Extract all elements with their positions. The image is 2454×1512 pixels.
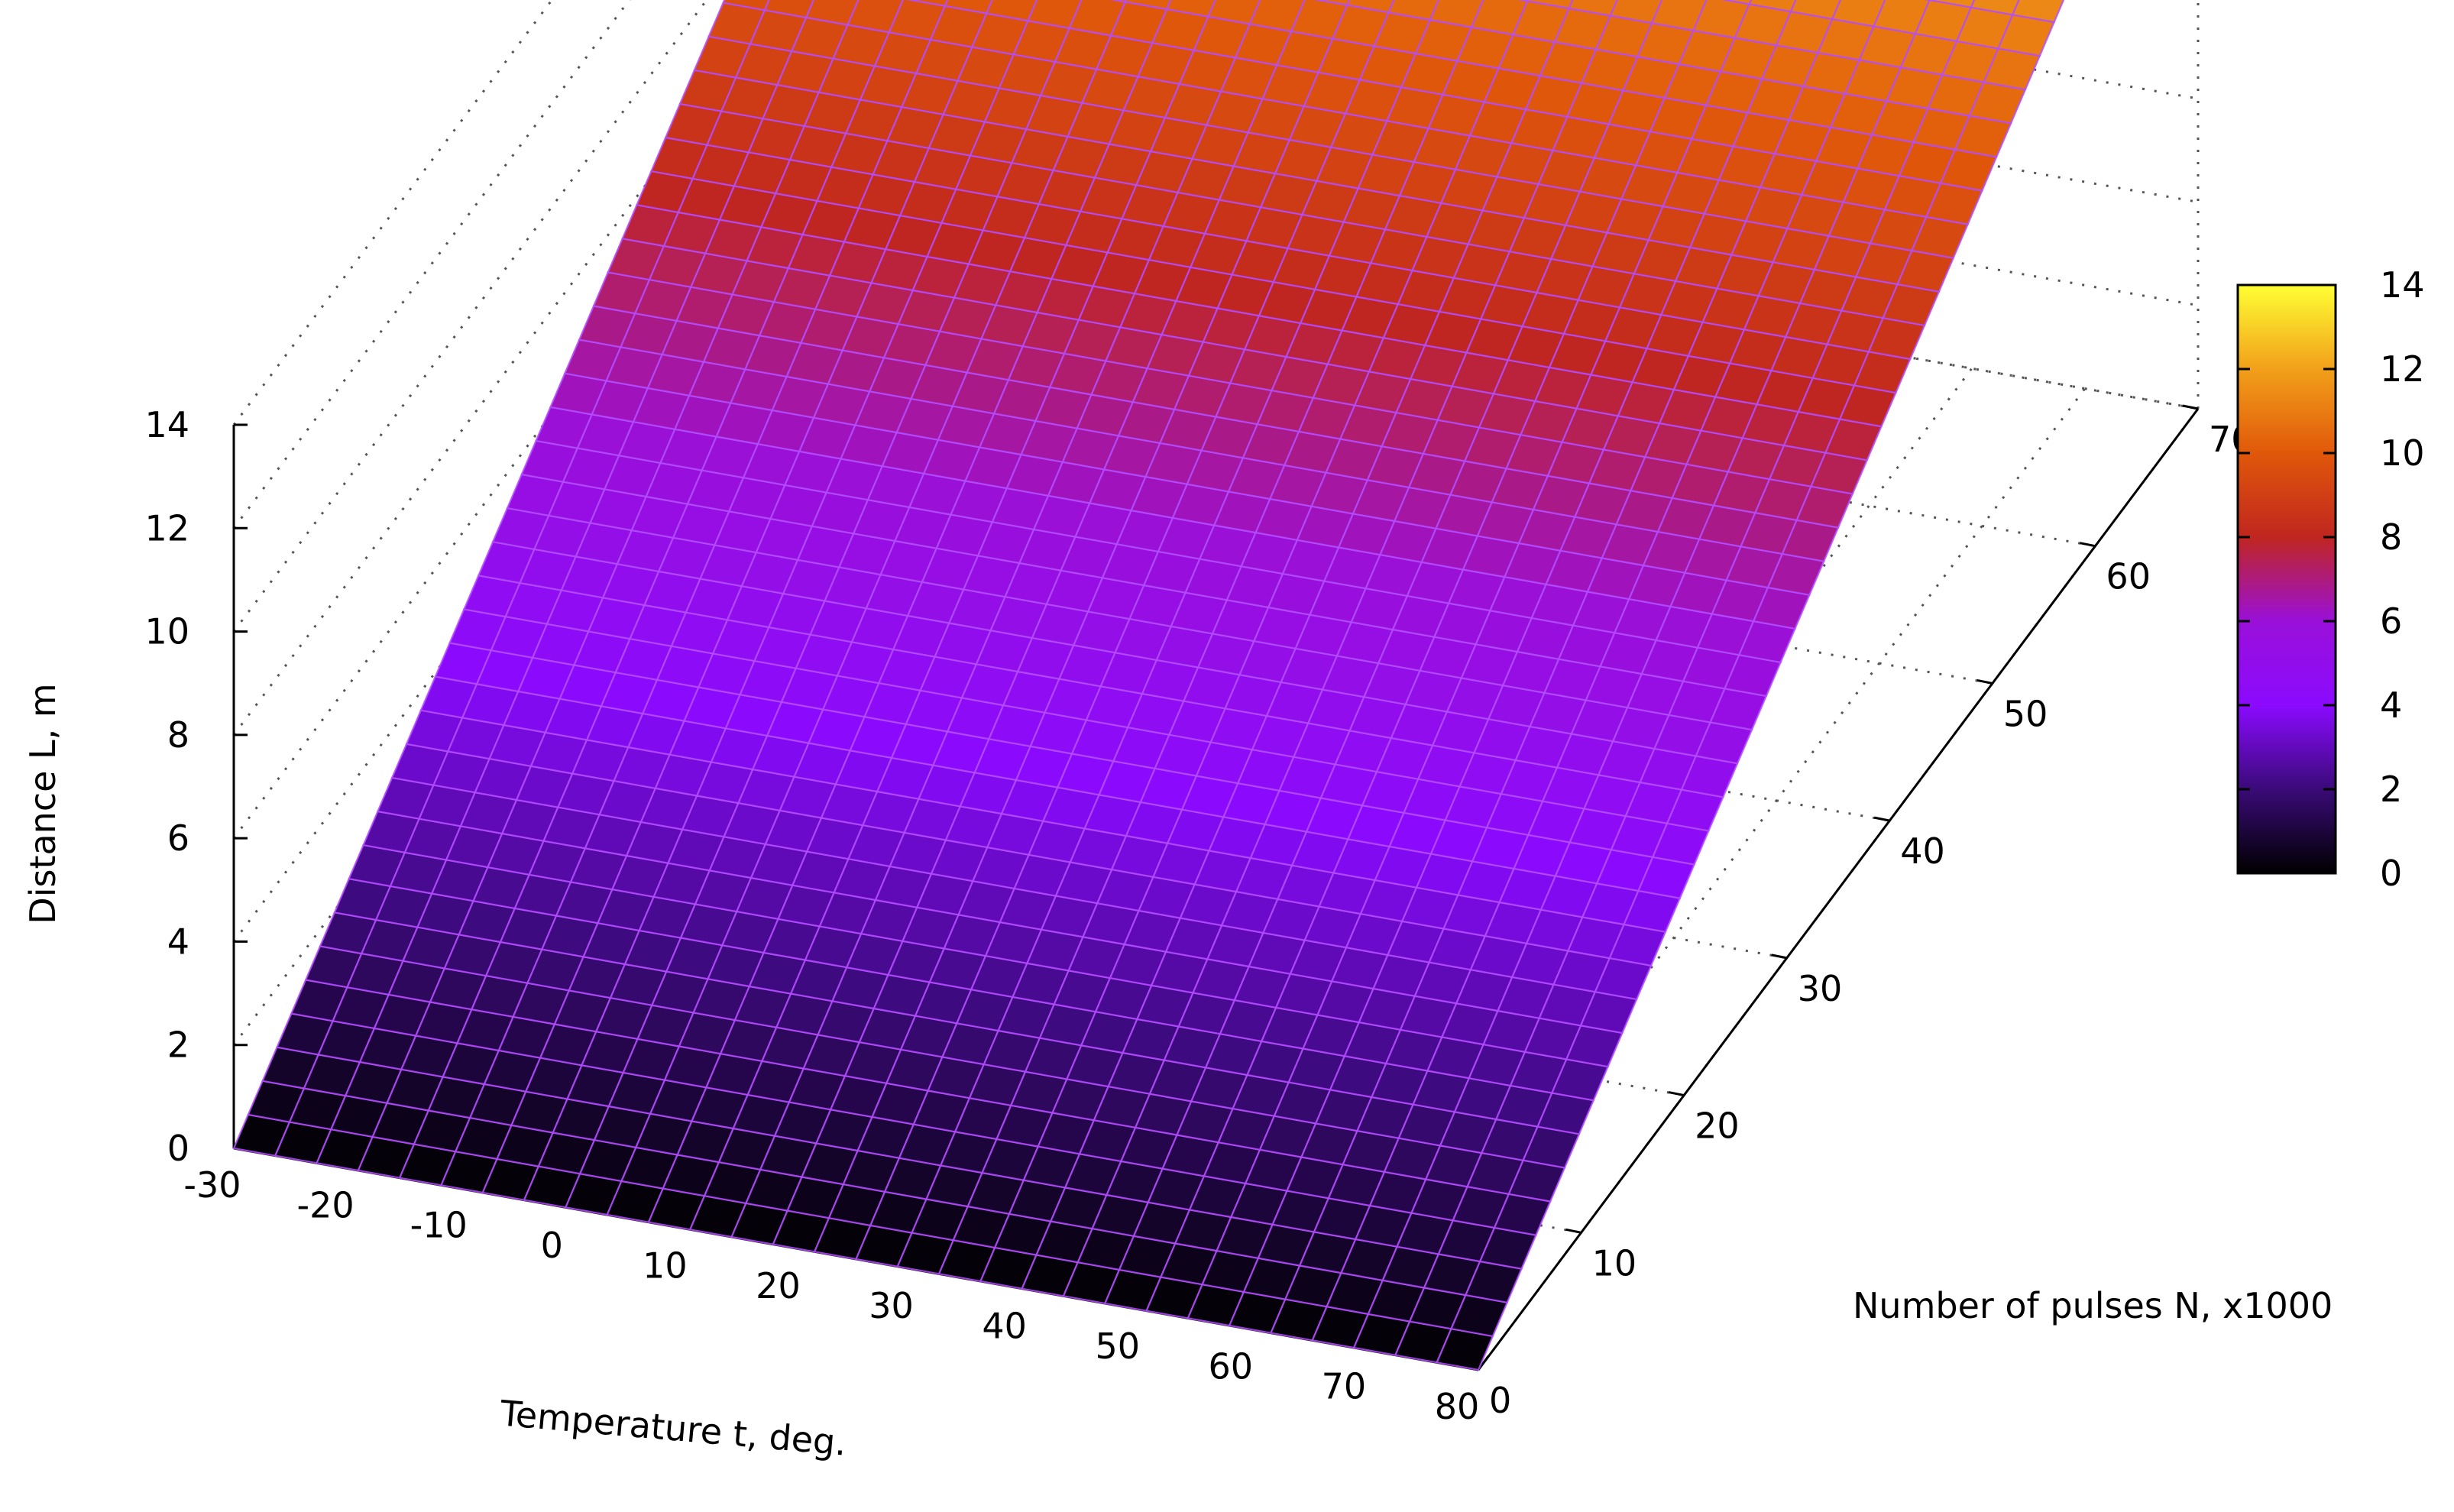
x-tick-label-9: 60 (1209, 1345, 1254, 1387)
colorbar-tick-label-5: 10 (2380, 432, 2425, 474)
surface-cell-34-3 (846, 0, 905, 34)
colorbar-tick-label-1: 2 (2380, 769, 2402, 810)
colorbar-gradient (2236, 283, 2337, 875)
x-tick-label-4: 10 (643, 1245, 688, 1286)
surface-cell-37-15 (1387, 0, 1440, 21)
colorbar-tick-label-7: 14 (2380, 264, 2425, 306)
z-tick-label-5: 10 (144, 611, 189, 652)
z-tick-label-1: 2 (167, 1025, 189, 1066)
z-tick-label-0: 0 (167, 1128, 189, 1169)
y-tick-mark-7 (2182, 404, 2199, 410)
surface-cell-34-1 (763, 0, 815, 19)
z-tick-label-4: 8 (167, 714, 189, 756)
y-tick-label-2: 20 (1695, 1106, 1740, 1147)
x-tick-label-3: 0 (541, 1225, 563, 1266)
z-axis-title: Distance L, m (22, 683, 63, 924)
y-tick-mark-3 (1771, 953, 1788, 960)
x-tick-label-7: 40 (982, 1306, 1027, 1347)
y-axis-line (1477, 408, 2200, 1371)
surface-cell-37-16 (1429, 0, 1484, 28)
surface-cell-37-14 (1345, 0, 1395, 14)
colorbar: 0 2 4 6 8 10 12 14 (2236, 264, 2425, 894)
surface-cell-35-5 (944, 0, 993, 15)
surface-cell-36-10 (1165, 0, 1216, 18)
y-tick-mark-2 (1668, 1091, 1685, 1097)
surface-cell-40-28 (1970, 0, 2020, 16)
surface-cell-40-27 (1928, 0, 1976, 8)
x-tick-label-11: 80 (1435, 1386, 1480, 1427)
y-axis-title: Number of pulses N, x1000 (1853, 1285, 2333, 1326)
surface-cell-39-22 (1721, 0, 1753, 5)
y-tick-label-4: 40 (1900, 830, 1945, 872)
y-tick-mark-5 (1976, 678, 1993, 685)
surface-cell-36-12 (1248, 0, 1306, 33)
surface-cell-38-19 (1568, 0, 1618, 17)
surface-cell-35-7 (1026, 0, 1083, 30)
surface-cell-36-8 (1110, 0, 1128, 3)
colorbar-tick-label-3: 6 (2380, 601, 2402, 642)
floor-gridline-y-7 (953, 186, 2199, 410)
colorbar-tick-label-6: 12 (2380, 348, 2425, 390)
surface-cell-38-17 (1517, 0, 1530, 2)
surface-cell-34-0 (722, 0, 770, 11)
y-tick-label-5: 50 (2003, 693, 2048, 734)
surface-cell-35-4 (906, 0, 949, 8)
x-tick-label-10: 70 (1322, 1366, 1367, 1407)
floor-gridline-y-6 (850, 323, 2096, 548)
colorbar-tick-label-2: 4 (2380, 685, 2402, 726)
y-tick-label-3: 30 (1798, 968, 1843, 1009)
x-tick-label-6: 30 (869, 1285, 914, 1326)
floor-gridline-x-10 (1364, 387, 2087, 1351)
z-tick-label-2: 4 (167, 921, 189, 962)
colorbar-tick-label-4: 8 (2380, 516, 2402, 558)
y-tick-label-6: 60 (2106, 556, 2151, 597)
x-tick-label-8: 50 (1095, 1326, 1140, 1367)
surface-cell-40-29 (2011, 0, 2065, 24)
surface-cell-39-26 (1873, 0, 1931, 35)
surface-cell-39-23 (1748, 0, 1797, 13)
z-tick-label-6: 12 (144, 507, 189, 549)
surface-cell-34-2 (805, 0, 860, 26)
surface-cell-35-6 (985, 0, 1038, 22)
z-tick-label-3: 6 (167, 818, 189, 859)
surface-cell-37-13 (1313, 0, 1351, 6)
y-tick-mark-6 (2080, 542, 2096, 548)
surface-cell-36-9 (1124, 0, 1172, 11)
y-tick-label-1: 10 (1592, 1242, 1637, 1284)
x-tick-label-0: -30 (183, 1164, 241, 1206)
surface-mesh (232, 0, 2065, 1371)
surface-cell-39-24 (1789, 0, 1842, 21)
surface-cell-39-25 (1831, 0, 1886, 28)
x-tick-label-5: 20 (756, 1265, 801, 1306)
z-tick-label-7: 14 (144, 404, 189, 445)
surface-cell-38-18 (1526, 0, 1574, 10)
x-tick-label-2: -10 (410, 1205, 468, 1246)
surface-cell-38-20 (1609, 0, 1663, 24)
x-axis-title: Temperature t, deg. (498, 1392, 849, 1464)
y-tick-mark-4 (1873, 816, 1890, 822)
x-tick-label-1: -20 (297, 1184, 355, 1225)
y-tick-mark-1 (1565, 1228, 1582, 1234)
colorbar-tick-label-0: 0 (2380, 853, 2402, 894)
y-tick-label-0: 0 (1489, 1380, 1511, 1421)
surface-cell-38-21 (1650, 0, 1708, 32)
surface-cell-36-11 (1206, 0, 1261, 25)
